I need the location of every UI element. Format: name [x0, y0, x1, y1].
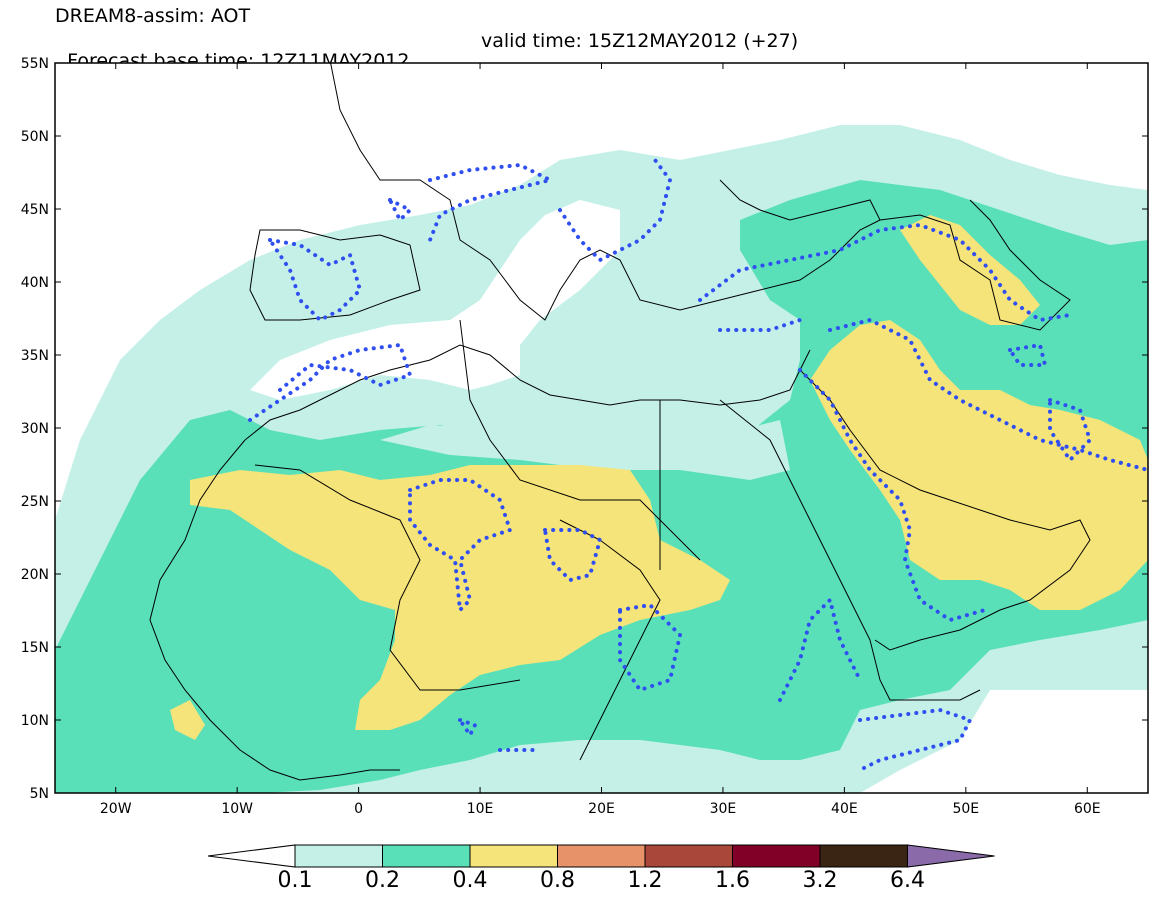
colorbar-level-label: 1.6	[715, 868, 750, 893]
colorbar-level-label: 6.4	[890, 868, 925, 893]
lat-label: 15N	[21, 640, 49, 656]
lon-label: 30E	[710, 801, 737, 817]
colorbar-segment	[382, 844, 471, 868]
lat-label: 10N	[21, 713, 49, 729]
colorbar-level-label: 1.2	[627, 868, 663, 893]
colorbar-level-label: 0.4	[452, 868, 488, 893]
colorbar-segment	[469, 844, 558, 868]
lon-label: 20W	[100, 801, 132, 817]
lat-label: 5N	[30, 786, 49, 802]
colorbar-level-label: 0.8	[540, 868, 575, 893]
lon-label: 10W	[221, 801, 253, 817]
aot-fill-layers	[55, 125, 1148, 793]
lon-label: 40E	[831, 801, 858, 817]
lon-label: 60E	[1074, 801, 1101, 817]
colorbar-level-label: 3.2	[802, 868, 838, 893]
axis-layer: 55N 50N 45N 40N 35N 30N 25N 20N 15N 10N 5N 20W 10W 0 1…	[21, 56, 1148, 817]
colorbar-max-arrow	[907, 844, 995, 868]
lat-label: 30N	[21, 421, 49, 437]
colorbar	[207, 844, 995, 868]
lat-label: 45N	[21, 202, 49, 218]
lat-label: 50N	[21, 129, 49, 145]
aot-band-0.4-0.8-westafrica	[170, 700, 205, 740]
lat-label: 20N	[21, 567, 49, 583]
aot-band-0.4-0.8-sahara	[190, 465, 730, 730]
aot-band-0.4-0.8-caspian	[900, 215, 1040, 325]
aot-band-light-patch	[380, 420, 790, 480]
lat-label: 25N	[21, 494, 49, 510]
aot-band-0.4-0.8-arabia	[810, 320, 1148, 610]
colorbar-level-label: 0.2	[365, 868, 400, 893]
colorbar-segment	[644, 844, 733, 868]
lon-label: 10E	[467, 801, 494, 817]
colorbar-segment	[294, 844, 383, 868]
lon-label: 50E	[952, 801, 979, 817]
mediterranean-clear-area	[250, 200, 620, 400]
colorbar-segment	[819, 844, 908, 868]
map-title: DREAM8-assim: AOT	[55, 5, 251, 27]
lat-label: 35N	[21, 348, 49, 364]
lat-label: 55N	[21, 56, 49, 72]
colorbar-level-label: 0.1	[277, 868, 313, 893]
colorbar-min-arrow	[207, 844, 296, 868]
dotted-contour	[248, 158, 1148, 772]
coastlines	[149, 63, 1091, 781]
valid-time: valid time: 15Z12MAY2012 (+27)	[481, 30, 799, 52]
lon-label: 0	[354, 801, 363, 817]
colorbar-segment	[557, 844, 646, 868]
lon-label: 20E	[588, 801, 615, 817]
lat-label: 40N	[21, 275, 49, 291]
colorbar-segment	[732, 844, 821, 868]
